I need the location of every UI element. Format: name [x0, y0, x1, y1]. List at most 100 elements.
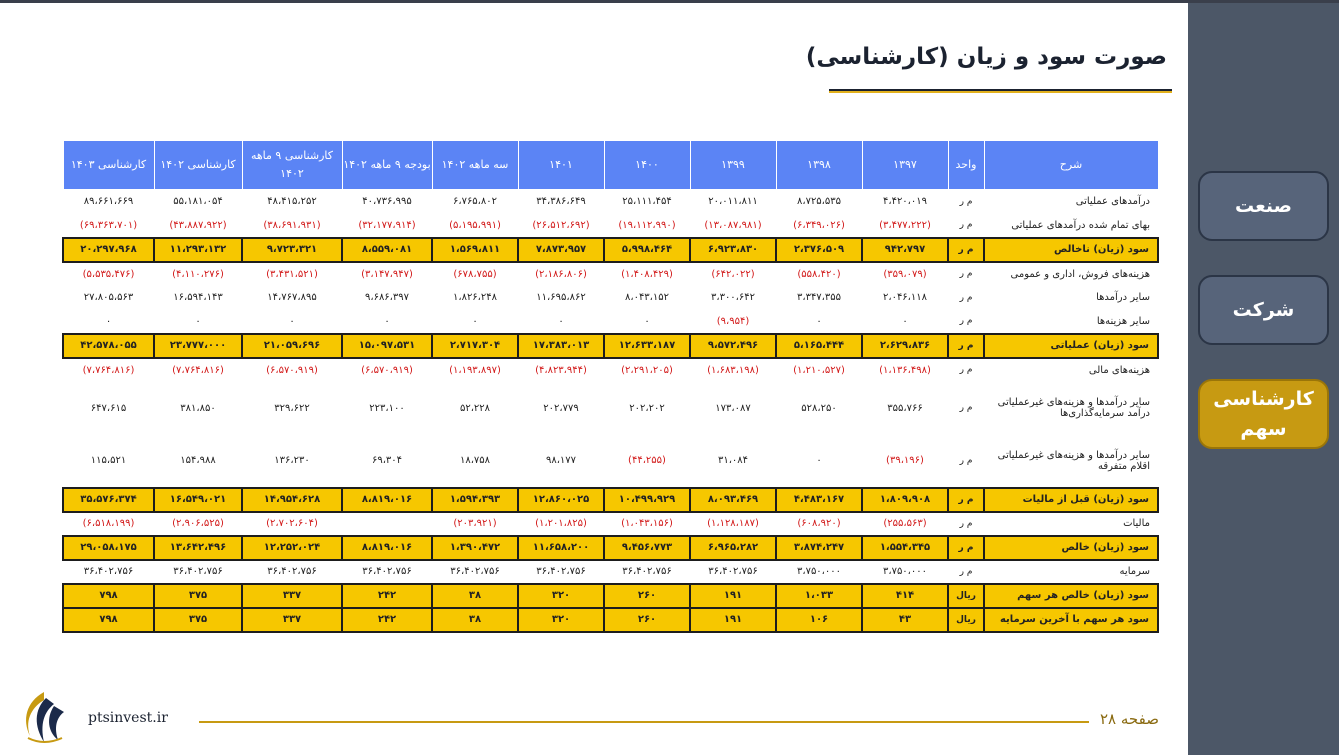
table-row: سایر هزینه‌ها م ر ۰ ۰ (۹،۹۵۴) ۰ ۰ ۰ ۰ ۰ ۰ ۰ [63, 310, 1158, 334]
table-cell: ۵،۱۶۵،۴۴۴ [775, 332, 863, 359]
table-cell: (۴،۸۲۳،۹۴۴) [535, 364, 587, 376]
table-cell: ۳۸ [431, 582, 519, 609]
table-cell: ۹،۴۵۶،۷۷۳ [603, 534, 691, 561]
table-cell: ۰ [816, 455, 822, 466]
table-cell: ۲۶۰ [603, 582, 691, 609]
table-cell: ۱۳،۶۴۲،۴۹۶ [153, 534, 243, 561]
table-cell: ۱،۵۹۴،۳۹۳ [431, 486, 519, 513]
table-cell: ۴،۴۸۳،۱۶۷ [775, 486, 863, 513]
row-unit: م ر [947, 332, 985, 359]
table-cell: ۲۹،۰۵۸،۱۷۵ [62, 534, 155, 561]
table-cell: (۱،۲۰۱،۸۲۵) [535, 518, 587, 529]
row-label: هزینه‌های مالی [1088, 364, 1150, 376]
table-cell: ۲،۳۷۶،۵۰۹ [775, 236, 863, 263]
table-cell: ۳۶،۴۰۲،۷۵۶ [622, 566, 672, 577]
header-q3-1402: سه ماهه ۱۴۰۲ [431, 140, 519, 190]
footer-divider [199, 721, 1089, 723]
table-cell: ۰ [195, 315, 201, 327]
row-label: سود (زیان) قبل از مالیات [983, 486, 1159, 513]
table-cell: (۶۴۲،۰۲۲) [711, 268, 755, 280]
header-1398: ۱۳۹۸ [775, 140, 863, 190]
table-row: سرمایه م ر ۳،۷۵۰،۰۰۰ ۳،۷۵۰،۰۰۰ ۳۶،۴۰۲،۷۵۶ ۳۶،… [63, 560, 1158, 584]
table-cell: ۴۰،۷۳۶،۹۹۵ [362, 196, 412, 208]
table-cell: ۹۸،۱۷۷ [545, 455, 577, 466]
company-logo-icon [26, 692, 64, 743]
table-cell: (۳۲،۱۷۷،۹۱۴) [358, 219, 416, 231]
table-cell: ۰ [105, 315, 112, 327]
table-cell: (۱۹،۱۱۲،۹۹۰) [618, 219, 676, 231]
table-cell: ۹،۷۲۳،۳۲۱ [241, 236, 343, 263]
table-header-row: شرح واحد ۱۳۹۷ ۱۳۹۸ ۱۳۹۹ ۱۴۰۰ ۱۴۰۱ سه ماه… [62, 140, 1159, 190]
nav-industry-button[interactable]: صنعت [1198, 171, 1329, 241]
income-statement-table: شرح واحد ۱۳۹۷ ۱۳۹۸ ۱۳۹۹ ۱۴۰۰ ۱۴۰۱ سه ماه… [62, 140, 1159, 633]
table-cell: ۱،۸۲۶،۲۴۸ [452, 292, 498, 303]
table-cell: (۷،۷۶۴،۸۱۶) [82, 364, 135, 376]
table-cell: ۴۸،۴۱۵،۲۵۲ [267, 196, 317, 208]
table-cell: ۳۸۱،۸۵۰ [180, 402, 216, 414]
row-unit: م ر [959, 455, 973, 466]
table-cell: (۳،۴۳۱،۵۲۱) [266, 268, 318, 280]
table-cell: ۱،۳۹۰،۴۷۲ [431, 534, 519, 561]
row-label: بهای تمام شده درآمدهای عملیاتی [1011, 219, 1150, 231]
table-row: سایر درآمدها و هزینه‌های غیرعملیاتی درآم… [63, 382, 1158, 435]
table-cell: (۶۷۸،۷۵۵) [453, 268, 497, 280]
table-cell: ۱،۸۰۹،۹۰۸ [861, 486, 949, 513]
table-cell: ۱۰۶ [775, 606, 863, 633]
table-cell: ۸،۷۲۵،۵۳۵ [796, 196, 842, 208]
table-cell: ۳۶،۴۰۲،۷۵۶ [708, 566, 758, 577]
table-cell: ۱۳۶،۲۳۰ [274, 455, 310, 466]
table-cell: ۰ [902, 315, 908, 327]
table-row: سود (زیان) خالص م ر ۱،۵۵۴،۳۴۵ ۳،۸۷۴،۲۴۷ ۶،۹۶… [62, 534, 1159, 561]
table-cell: ۱۲،۲۵۲،۰۲۴ [241, 534, 343, 561]
nav-company-button[interactable]: شرکت [1198, 275, 1329, 345]
table-cell: (۱،۴۰۸،۴۲۹) [621, 268, 673, 280]
table-cell: ۶۹،۳۰۴ [371, 455, 403, 466]
table-cell: ۳۶،۴۰۲،۷۵۶ [450, 566, 500, 577]
table-row: هزینه‌های مالی م ر (۱،۱۳۶،۴۹۸) (۱،۲۱۰،۵۲۷) (… [63, 358, 1158, 382]
header-budget-9m: بودجه ۹ ماهه ۱۴۰۲ [341, 140, 433, 190]
table-cell: ۷۹۸ [62, 606, 155, 633]
page-number: صفحه ۲۸ [1100, 710, 1159, 728]
table-cell: ۴۳ [861, 606, 949, 633]
table-cell: (۱،۲۱۰،۵۲۷) [793, 364, 845, 376]
top-border [0, 0, 1339, 3]
table-cell: ۳۶،۴۰۲،۷۵۶ [267, 566, 317, 577]
table-cell: ۹۴۲،۷۹۷ [861, 236, 949, 263]
table-cell: ۲۷،۸۰۵،۵۶۳ [83, 292, 134, 303]
table-cell: ۶،۹۶۵،۲۸۲ [689, 534, 777, 561]
table-cell: ۱۲،۸۶۰،۰۲۵ [517, 486, 605, 513]
table-cell: ۲۰،۲۹۷،۹۶۸ [62, 236, 155, 263]
table-cell: ۱۵،۰۹۷،۵۳۱ [341, 332, 433, 359]
table-cell: (۱،۶۸۳،۱۹۸) [707, 364, 759, 376]
table-cell: ۲۵،۱۱۱،۴۵۴ [622, 196, 672, 208]
header-1400: ۱۴۰۰ [603, 140, 691, 190]
row-label: درآمدهای عملیاتی [1075, 196, 1150, 208]
header-desc: شرح [983, 140, 1159, 190]
table-cell: ۴۱۴ [861, 582, 949, 609]
table-cell: ۹،۵۷۲،۴۹۶ [689, 332, 777, 359]
table-cell: ۳۲۰ [517, 582, 605, 609]
table-cell: ۱۰،۴۹۹،۹۲۹ [603, 486, 691, 513]
table-cell: (۱،۱۲۸،۱۸۷) [707, 518, 759, 529]
header-1399: ۱۳۹۹ [689, 140, 777, 190]
table-cell: (۶۹،۳۶۳،۷۰۱) [79, 219, 138, 231]
table-cell: ۳۶،۴۰۲،۷۵۶ [83, 566, 134, 577]
table-cell: (۳۸،۶۹۱،۹۳۱) [263, 219, 321, 231]
table-cell: ۸،۸۱۹،۰۱۶ [341, 534, 433, 561]
header-1397: ۱۳۹۷ [861, 140, 949, 190]
nav-stock-expert-button[interactable]: کارشناسی سهم [1198, 379, 1329, 449]
table-cell: ۳،۷۵۰،۰۰۰ [882, 566, 928, 577]
title-underline-accent [829, 91, 1172, 93]
table-cell: ۷،۸۷۳،۹۵۷ [517, 236, 605, 263]
table-row: مالیات م ر (۲۵۵،۵۶۳) (۶۰۸،۹۲۰) (۱،۱۲۸،۱۸۷) (۱… [63, 512, 1158, 536]
row-unit: م ر [959, 403, 973, 413]
footer-website[interactable]: ptsinvest.ir [88, 710, 168, 726]
table-cell: ۲،۷۱۷،۳۰۴ [431, 332, 519, 359]
table-cell: ۱۴،۷۶۷،۸۹۵ [267, 292, 317, 303]
row-label: سایر درآمدها [1096, 292, 1150, 303]
table-cell: (۲،۱۸۶،۸۰۶) [535, 268, 587, 280]
table-cell: ۳،۳۰۰،۶۴۲ [710, 292, 756, 303]
table-cell: ۳۶،۴۰۲،۷۵۶ [536, 566, 586, 577]
table-row: سایر درآمدها و هزینه‌های غیرعملیاتی اقلا… [63, 435, 1158, 488]
table-cell: (۱۳،۰۸۷،۹۸۱) [704, 219, 762, 231]
